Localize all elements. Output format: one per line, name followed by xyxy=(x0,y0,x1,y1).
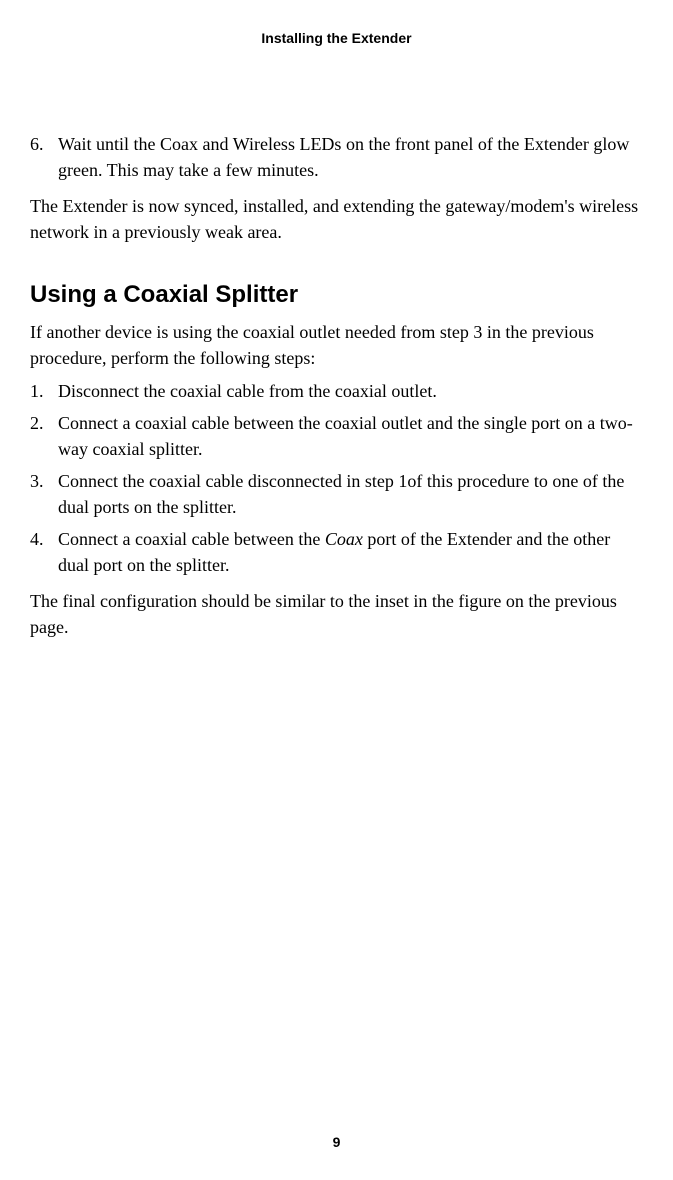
step-text: Connect a coaxial cable between the Coax… xyxy=(58,526,643,578)
closing-paragraph: The final configuration should be simila… xyxy=(30,588,643,640)
step-text-before: Connect a coaxial cable between the xyxy=(58,529,325,549)
step-number: 6. xyxy=(30,131,58,183)
step-text: Connect the coaxial cable disconnected i… xyxy=(58,468,643,520)
step-number: 4. xyxy=(30,526,58,578)
step-6: 6. Wait until the Coax and Wireless LEDs… xyxy=(30,131,643,183)
page-number: 9 xyxy=(0,1134,673,1150)
splitter-step-1: 1. Disconnect the coaxial cable from the… xyxy=(30,378,643,404)
step-text-italic: Coax xyxy=(325,529,363,549)
step-text: Wait until the Coax and Wireless LEDs on… xyxy=(58,131,643,183)
splitter-step-4: 4. Connect a coaxial cable between the C… xyxy=(30,526,643,578)
conclusion-paragraph: The Extender is now synced, installed, a… xyxy=(30,193,643,245)
step-number: 1. xyxy=(30,378,58,404)
step-text: Connect a coaxial cable between the coax… xyxy=(58,410,643,462)
splitter-step-2: 2. Connect a coaxial cable between the c… xyxy=(30,410,643,462)
section-heading: Using a Coaxial Splitter xyxy=(30,281,643,309)
splitter-step-3: 3. Connect the coaxial cable disconnecte… xyxy=(30,468,643,520)
step-number: 2. xyxy=(30,410,58,462)
step-number: 3. xyxy=(30,468,58,520)
page-header: Installing the Extender xyxy=(30,30,643,46)
step-text: Disconnect the coaxial cable from the co… xyxy=(58,378,643,404)
section-intro: If another device is using the coaxial o… xyxy=(30,319,643,371)
